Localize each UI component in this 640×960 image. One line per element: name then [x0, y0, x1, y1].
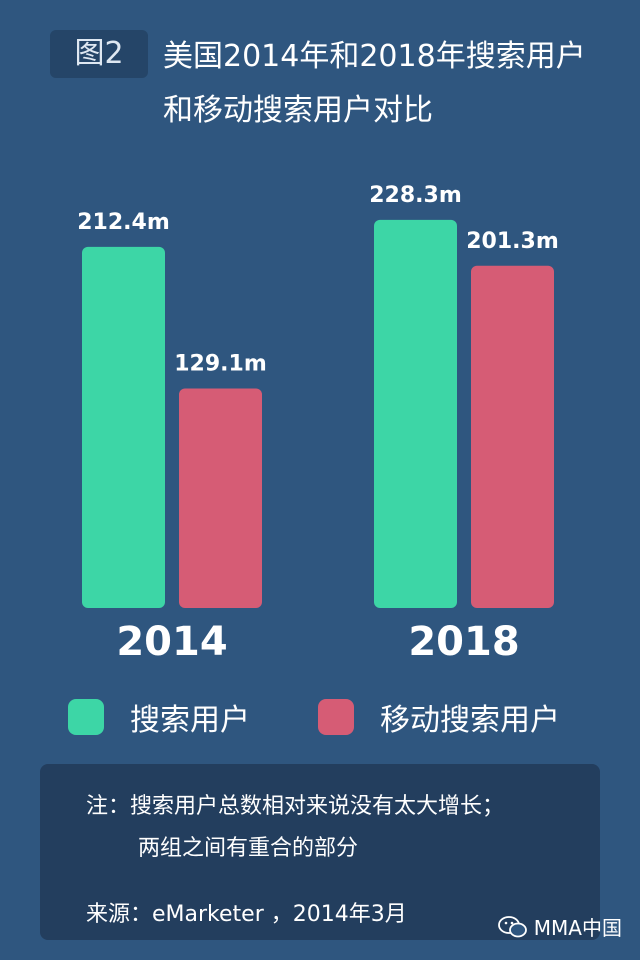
- legend-swatch-mobile-search: [318, 699, 354, 735]
- wechat-icon: [497, 915, 527, 937]
- title-line-2: 和移动搜索用户对比: [163, 93, 433, 128]
- legend-label-search: 搜索用户: [130, 703, 250, 738]
- legend-swatch-search: [68, 699, 104, 735]
- bar-2018-mobile-search: [471, 265, 554, 608]
- figure-badge: 图2: [50, 30, 148, 78]
- data-label-2014-search: 212.4m: [77, 210, 170, 235]
- note-box: 注：搜索用户总数相对来说没有太大增长； 两组之间有重合的部分 来源：eMarke…: [40, 764, 600, 940]
- note-line-1: 注：搜索用户总数相对来说没有太大增长；: [86, 794, 505, 819]
- source-line: 来源：eMarketer ，2014年3月: [86, 902, 407, 927]
- category-label-2018: 2018: [408, 619, 519, 665]
- chart-title: 美国2014年和2018年搜索用户 和移动搜索用户对比: [163, 30, 623, 138]
- data-label-2018-mobile-search: 201.3m: [466, 229, 559, 254]
- watermark: MMA中国: [497, 912, 622, 941]
- bar-2014-search: [82, 246, 165, 609]
- legend-item-mobile-search: 移动搜索用户: [318, 695, 560, 739]
- bar-2018-search: [374, 219, 457, 608]
- note-line-2: 两组之间有重合的部分: [138, 836, 359, 861]
- legend-item-search: 搜索用户: [68, 695, 250, 739]
- data-label-2018-search: 228.3m: [369, 183, 462, 208]
- bar-2014-mobile-search: [179, 388, 262, 608]
- data-label-2014-mobile-search: 129.1m: [174, 352, 267, 377]
- category-label-2014: 2014: [116, 619, 227, 665]
- legend: 搜索用户 移动搜索用户: [0, 695, 640, 745]
- watermark-text: MMA中国: [533, 916, 622, 940]
- legend-label-mobile-search: 移动搜索用户: [380, 703, 560, 738]
- figure-tag: 图2: [74, 36, 124, 71]
- title-line-1: 美国2014年和2018年搜索用户: [163, 39, 586, 74]
